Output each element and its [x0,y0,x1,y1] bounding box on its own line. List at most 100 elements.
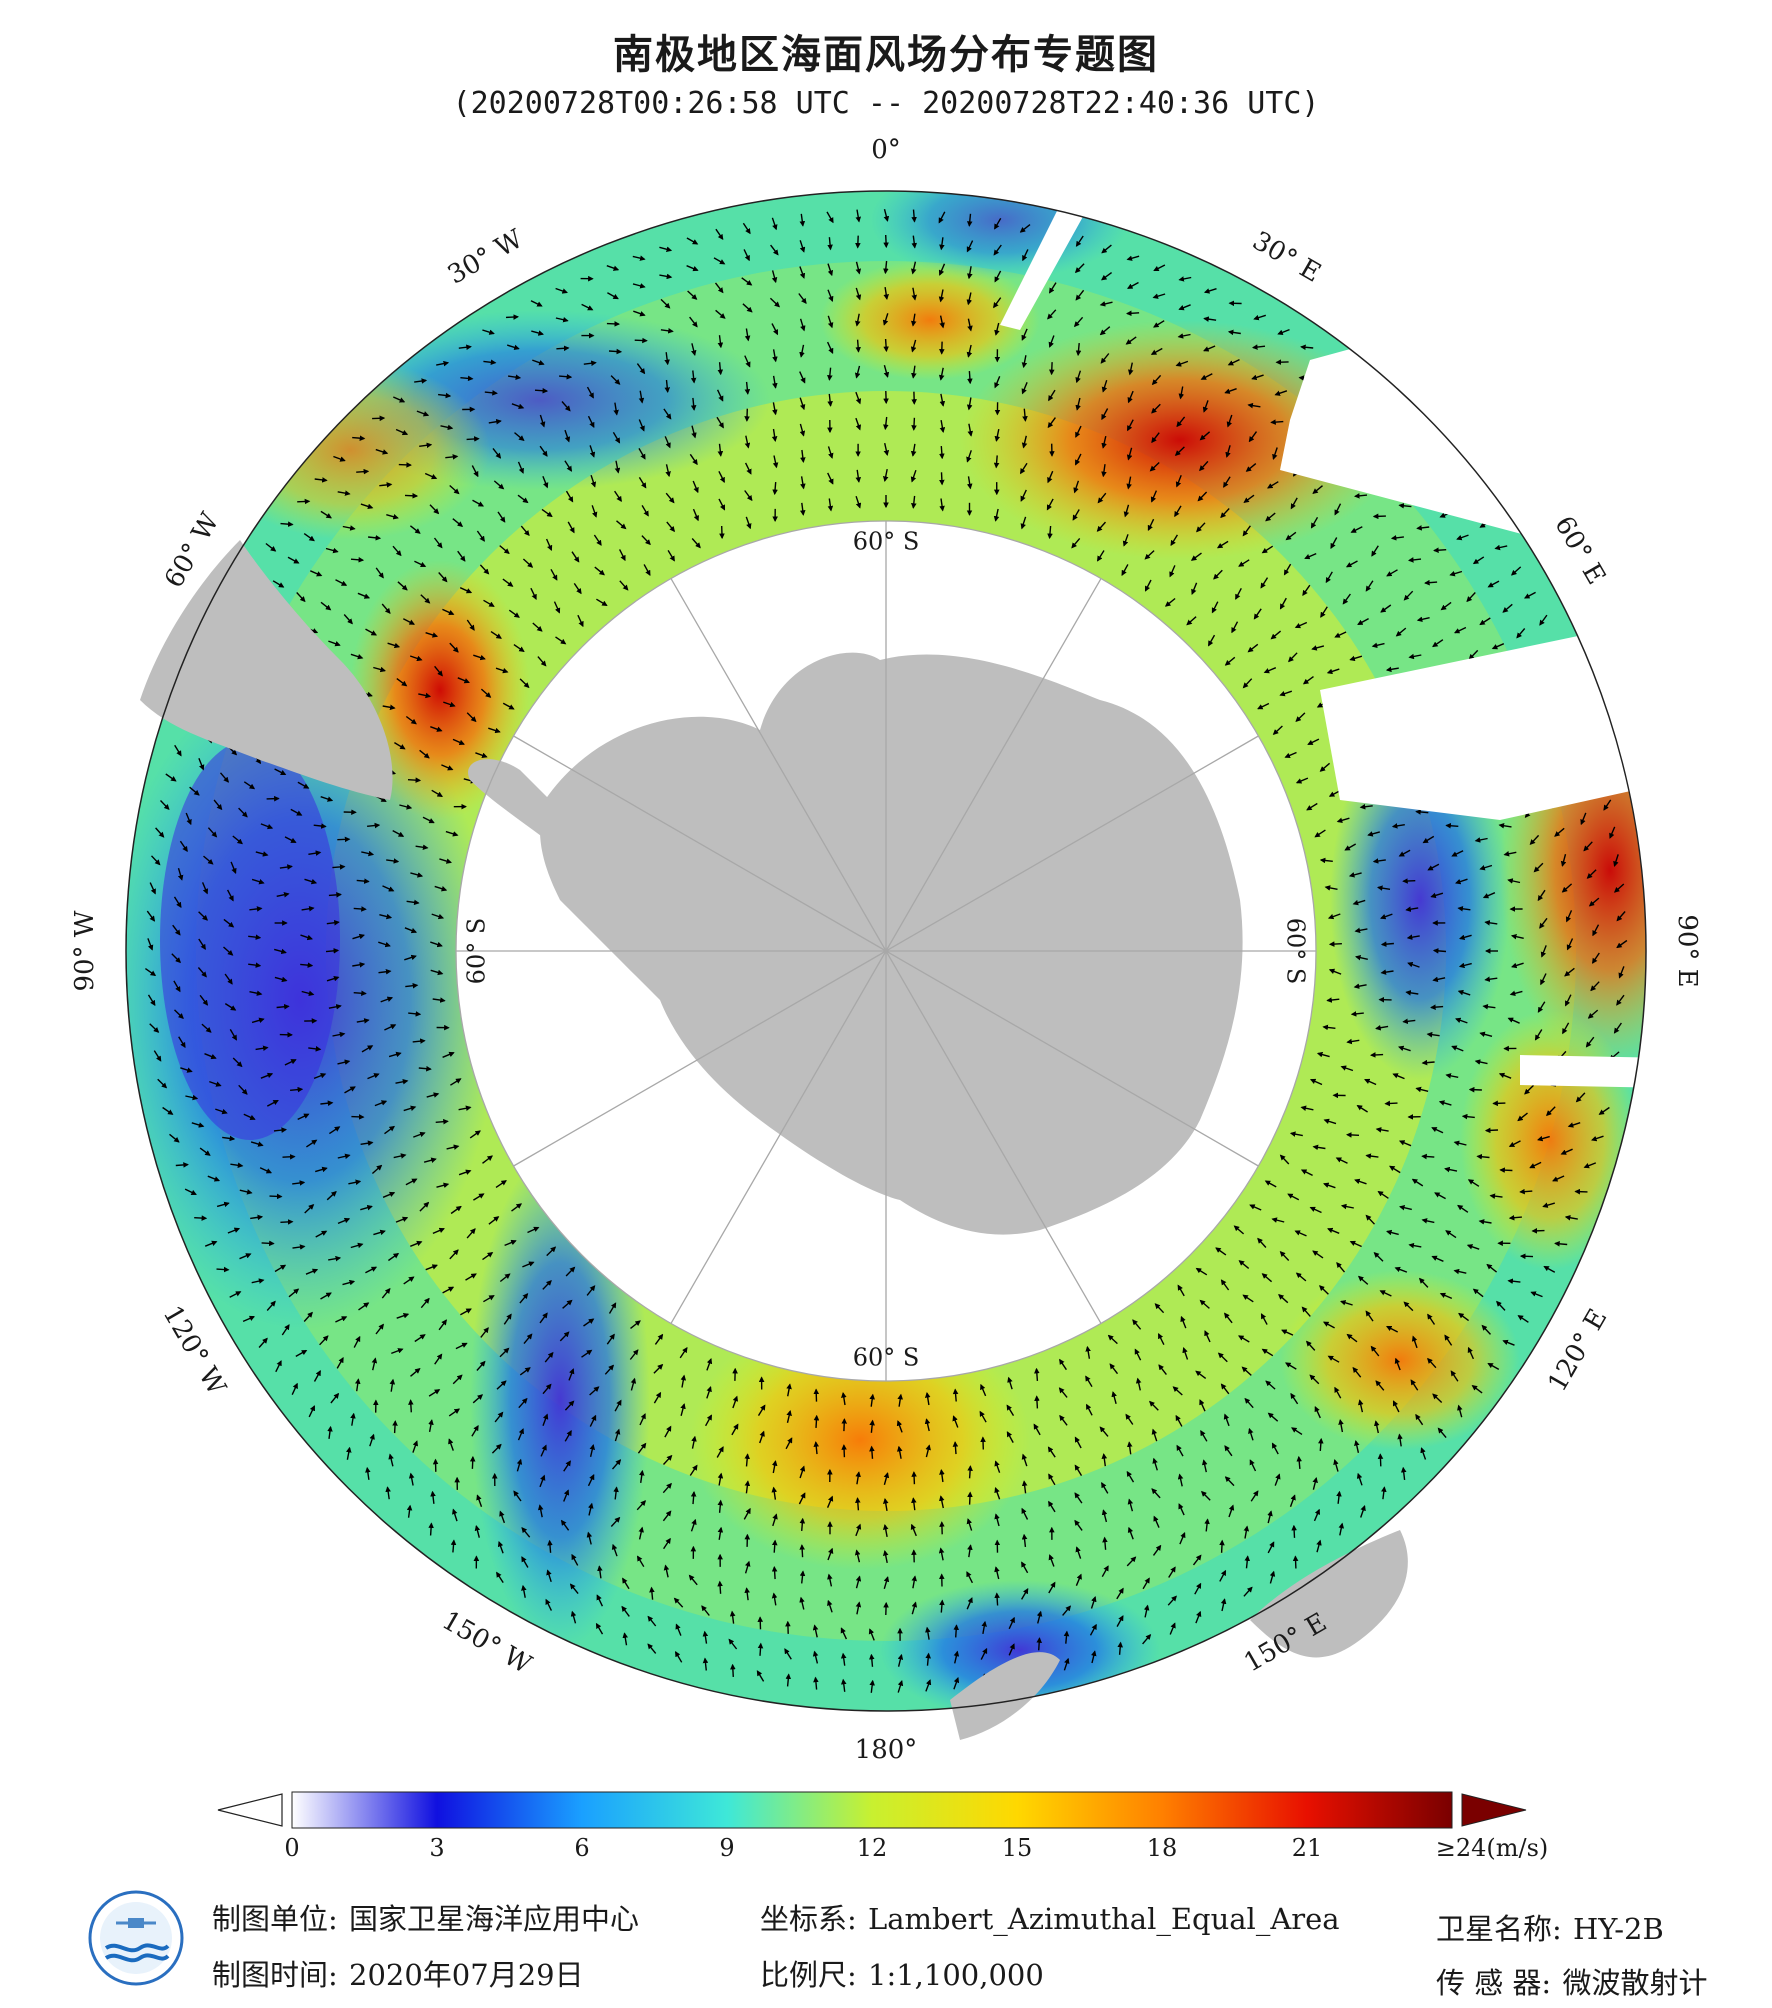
wind-arrow [1215,1247,1227,1256]
wind-arrow [1346,1333,1358,1343]
wind-arrow [1279,1154,1290,1165]
wind-arrow [1182,1347,1189,1360]
wind-arrow [1073,480,1080,494]
wind-arrow [757,1642,764,1656]
wind-arrow [419,749,430,759]
wind-arrow [827,498,834,512]
wind-arrow [546,1246,557,1257]
wind-arrow [1102,1536,1108,1550]
wind-arrow [1201,1490,1211,1501]
wind-arrow [827,1547,834,1561]
wind-arrow [1380,913,1393,920]
wind-arrow [1431,1127,1444,1134]
wind-arrow [855,417,862,431]
wind-arrow [513,644,525,653]
wind-arrow [619,580,629,591]
wind-arrow [436,1182,450,1189]
wind-arrow [1199,460,1209,472]
wind-arrow [855,235,861,249]
wind-arrow [731,1423,739,1436]
wind-arrow [589,1414,597,1427]
wind-arrow [664,436,671,449]
wind-arrow [406,899,420,906]
wind-arrow [869,1419,875,1433]
wind-arrow [1224,656,1236,666]
wind-arrow [301,990,315,997]
wind-arrow [1474,1059,1488,1065]
latitude-label: 60° S [463,918,491,985]
wind-arrow [374,1100,388,1107]
wind-arrow [1261,1273,1273,1283]
wind-arrow [448,1408,461,1417]
org-value: 国家卫星海洋应用中心 [349,1902,640,1936]
wind-arrow [475,752,488,758]
wind-arrow [269,1193,283,1200]
wind-arrow [273,1127,288,1133]
wind-arrow [1398,1045,1411,1052]
wind-arrow [1074,1464,1083,1476]
longitude-label: 120° E [1542,1304,1613,1397]
wind-arrow [442,1286,455,1294]
wind-arrow [1359,803,1373,810]
wind-arrow [511,1203,522,1212]
wind-arrow [1355,954,1368,961]
wind-arrow [332,864,346,870]
wind-arrow [1272,447,1278,460]
wind-arrow [1058,1387,1068,1398]
wind-arrow [413,1131,426,1138]
wind-arrow [662,1510,672,1522]
wind-arrow [1211,601,1219,614]
wind-arrow [1097,492,1107,504]
wind-arrow [1101,1482,1109,1494]
wind-arrow [329,1126,341,1135]
wind-arrow [1048,1500,1056,1513]
wind-arrow [1499,1167,1513,1173]
wind-arrow [1151,432,1160,444]
wind-arrow [680,1374,687,1388]
wind-arrow [458,1105,472,1112]
wind-arrow [759,1430,765,1444]
wind-arrow [638,390,645,404]
scale-label: 比例尺: [760,1958,857,1992]
wind-arrow [473,654,486,661]
wind-arrow [431,789,443,798]
wind-arrow [457,550,466,562]
wind-arrow [771,1565,778,1580]
wind-arrow [1126,447,1133,461]
wind-arrow [1099,1426,1109,1437]
wind-arrow [495,667,509,674]
wind-arrow [1503,851,1517,857]
wind-arrow [679,1346,688,1359]
wind-arrow [897,1393,903,1407]
wind-arrow [391,1348,404,1355]
colorbar-min-extend [217,1793,283,1827]
wind-arrow [1207,634,1216,647]
wind-arrow [1405,990,1419,996]
wind-arrow [604,1364,615,1375]
wind-arrow [249,990,263,996]
time-value: 2020年07月29日 [349,1958,584,1992]
wind-arrow [373,666,386,673]
wind-arrow [910,443,917,457]
wind-arrow [1287,1193,1300,1201]
wind-arrow [1373,1252,1384,1262]
wind-arrow [375,567,384,579]
wind-arrow [439,858,452,864]
wind-arrow [994,428,1001,442]
wind-arrow [1467,1179,1480,1187]
wind-arrow [1172,1386,1183,1396]
wind-arrow [1349,1240,1362,1248]
wind-arrow [1147,518,1155,532]
wind-arrow [1438,1100,1452,1106]
wind-arrow [360,1140,374,1146]
wind-arrow [1074,1492,1083,1504]
wind-arrow [1371,545,1379,557]
wind-arrow [488,1216,500,1225]
wind-arrow [563,1460,571,1472]
wind-arrow [1482,892,1496,899]
wind-arrow [1101,1453,1108,1467]
wind-arrow [306,1139,318,1148]
wind-arrow [1507,878,1521,884]
wind-arrow [639,1413,646,1426]
wind-arrow [1350,1011,1364,1017]
